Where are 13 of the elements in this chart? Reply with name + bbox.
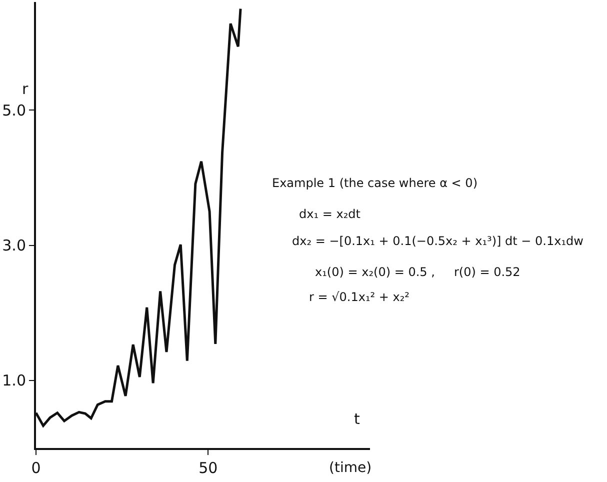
annotation: x₁(0) = x₂(0) = 0.5 , r(0) = 0.52 <box>315 265 520 279</box>
y-tick-label: 5.0 <box>2 101 26 120</box>
y-tick-label: 3.0 <box>2 236 26 255</box>
x-axis-title: t <box>354 410 360 428</box>
x-tick-label: 0 <box>31 459 41 477</box>
annotation: Example 1 (the case where α < 0) <box>272 176 478 190</box>
annotation: dx₂ = −[0.1x₁ + 0.1(−0.5x₂ + x₁³)] dt − 0.1x₁dw <box>292 234 584 248</box>
x-tick-label: 50 <box>198 459 218 477</box>
annotation: dx₁ = x₂dt <box>299 207 361 221</box>
y-tick-label: 1.0 <box>2 372 26 390</box>
annotation: r = √0.1x₁² + x₂² <box>309 290 410 304</box>
y-axis-title: r <box>22 80 29 98</box>
text: (time) <box>329 460 372 476</box>
